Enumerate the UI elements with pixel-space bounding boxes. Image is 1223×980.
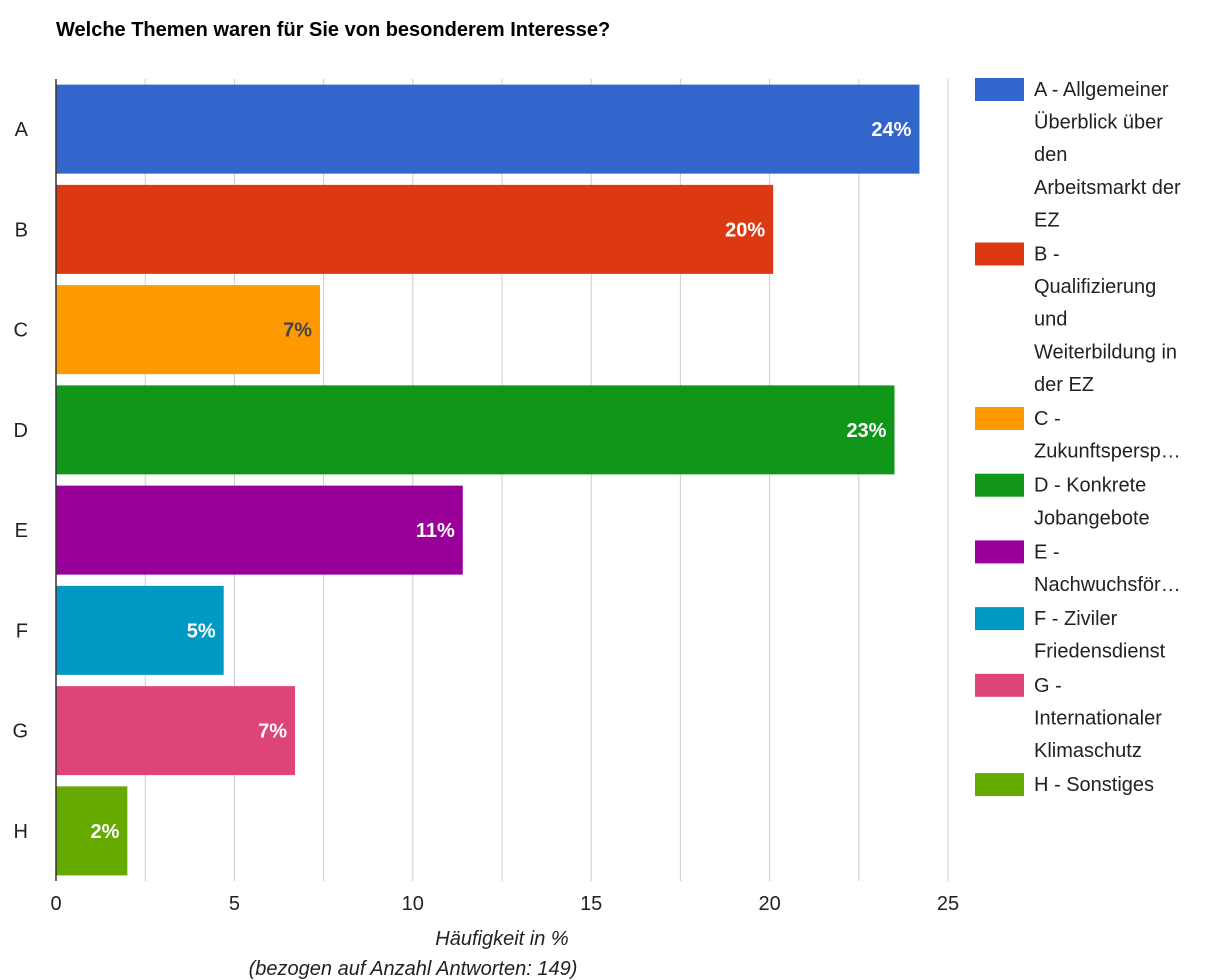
category-label-h: H	[14, 821, 28, 843]
data-label-h: 2%	[90, 821, 119, 843]
legend-swatch-h	[975, 773, 1024, 797]
x-axis-label: Häufigkeit in %	[435, 928, 568, 950]
legend-swatch-d	[975, 473, 1024, 497]
x-tick-label: 15	[580, 893, 602, 915]
bar-d	[56, 385, 895, 475]
legend-label-b: B -Qualifizierung und Weiterbildung in der …	[1034, 244, 1177, 396]
legend-swatch-f	[975, 607, 1024, 631]
data-label-d: 23%	[846, 420, 886, 442]
bars: 24% 20% 7% 23% 11% 5% 7% 2%	[56, 84, 920, 876]
legend-swatch-e	[975, 540, 1024, 564]
legend-swatch-a	[975, 78, 1024, 101]
bar-b	[56, 184, 774, 274]
legend-label-a: A - Allgemeiner Überblick über den Arbeitsm…	[1034, 79, 1181, 231]
category-label-g: G	[12, 721, 28, 743]
x-axis-sublabel: (bezogen auf Anzahl Antworten: 149)	[249, 958, 578, 980]
legend-label-g: G -Internationaler Klimaschutz	[1034, 675, 1162, 762]
category-label-a: A	[15, 119, 29, 141]
data-label-a: 24%	[871, 119, 911, 141]
data-label-e: 11%	[416, 520, 455, 542]
bar-f	[56, 585, 224, 675]
category-label-f: F	[16, 620, 28, 642]
bar-e	[56, 485, 463, 575]
category-label-b: B	[15, 219, 28, 241]
bar-a	[56, 84, 920, 174]
data-label-c: 7%	[283, 320, 312, 342]
category-label-e: E	[15, 520, 28, 542]
legend-swatch-c	[975, 407, 1024, 430]
data-label-g: 7%	[258, 721, 287, 743]
legend-swatch-g	[975, 673, 1024, 697]
legend-swatch-b	[975, 242, 1024, 266]
x-tick-label: 25	[937, 893, 959, 915]
category-label-c: C	[14, 320, 28, 342]
data-label-f: 5%	[187, 620, 216, 642]
category-label-d: D	[14, 420, 28, 442]
legend-label-d: D - Konkrete Jobangebote	[1034, 475, 1150, 530]
legend-label-f: F - Ziviler Friedensdienst	[1034, 608, 1166, 663]
x-tick-label: 10	[402, 893, 424, 915]
x-tick-label: 0	[50, 893, 61, 915]
bar-h	[56, 786, 128, 876]
legend-label-c: C -Zukunftspersp…	[1034, 408, 1181, 463]
legend-label-e: E -Nachwuchsför…	[1034, 541, 1181, 596]
chart-title: Welche Themen waren für Sie von besonder…	[56, 19, 610, 41]
legend-label-h: H - Sonstiges	[1034, 774, 1154, 796]
bar-g	[56, 686, 296, 776]
bar-c	[56, 285, 321, 375]
legend: A - Allgemeiner Überblick über den Arbeitsm…	[975, 78, 1181, 797]
x-tick-label: 20	[758, 893, 780, 915]
x-tick-label: 5	[229, 893, 240, 915]
axes: A B C D E F G H 0 5 10 15 20 25	[12, 79, 959, 915]
data-label-b: 20%	[725, 219, 765, 241]
